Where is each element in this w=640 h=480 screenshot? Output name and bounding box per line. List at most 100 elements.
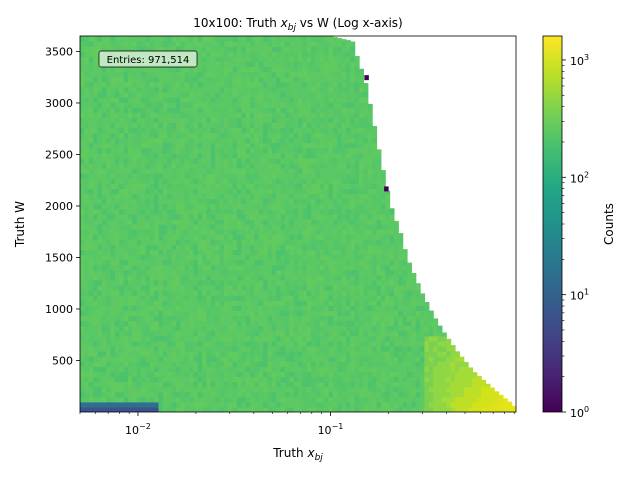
heatmap-cell — [289, 102, 295, 108]
heatmap-cell — [158, 351, 164, 357]
heatmap-cell — [354, 168, 360, 174]
heatmap-cell — [93, 81, 99, 88]
heatmap-cell — [206, 310, 212, 317]
heatmap-cell — [332, 208, 338, 215]
heatmap-cell — [84, 361, 90, 367]
heatmap-cell — [315, 76, 321, 83]
heatmap-cell — [132, 356, 138, 362]
heatmap-cell — [337, 147, 343, 154]
heatmap-cell — [254, 188, 260, 195]
heatmap-cell — [197, 102, 203, 108]
heatmap-cell — [236, 391, 242, 398]
heatmap-cell — [162, 102, 168, 108]
heatmap-cell — [119, 66, 125, 73]
heatmap-cell — [202, 269, 208, 276]
heatmap-cell — [223, 142, 229, 149]
heatmap-cell — [193, 264, 199, 271]
heatmap-cell — [119, 46, 125, 52]
heatmap-cell — [136, 163, 142, 169]
heatmap-cell — [232, 366, 238, 372]
heatmap-cell — [367, 371, 373, 378]
heatmap-cell — [127, 163, 133, 169]
heatmap-cell — [276, 51, 282, 57]
heatmap-cell — [80, 356, 85, 362]
heatmap-cell — [341, 188, 347, 195]
heatmap-cell — [284, 208, 290, 215]
heatmap-cell — [193, 203, 199, 210]
heatmap-cell — [341, 310, 347, 317]
heatmap-cell — [189, 366, 194, 372]
heatmap-cell — [197, 345, 203, 352]
heatmap-cell — [263, 244, 269, 250]
heatmap-cell — [354, 102, 360, 108]
heatmap-cell — [354, 229, 360, 235]
heatmap-cell — [206, 290, 212, 296]
heatmap-cell — [232, 71, 238, 78]
heatmap-cell — [298, 132, 303, 139]
heatmap-cell — [197, 279, 203, 286]
heatmap-cell — [250, 229, 255, 235]
heatmap-cell — [245, 198, 251, 205]
heatmap-cell — [302, 66, 308, 73]
heatmap-cell — [319, 61, 325, 68]
heatmap-cell — [359, 345, 364, 352]
heatmap-cell — [101, 102, 107, 108]
heatmap-cell — [93, 76, 99, 83]
heatmap-cell — [145, 361, 151, 367]
heatmap-cell — [289, 157, 295, 164]
heatmap-cell — [141, 396, 146, 403]
heatmap-cell — [136, 381, 142, 388]
heatmap-cell — [241, 351, 247, 357]
heatmap-cell — [250, 168, 255, 174]
heatmap-cell — [363, 376, 369, 383]
heatmap-cell — [276, 163, 282, 169]
heatmap-cell — [141, 193, 146, 200]
heatmap-cell — [84, 203, 90, 210]
heatmap-cell — [354, 96, 360, 103]
heatmap-cell — [110, 279, 116, 286]
heatmap-cell — [267, 147, 273, 154]
heatmap-cell — [258, 396, 264, 403]
heatmap-cell — [367, 345, 373, 352]
heatmap-cell — [284, 213, 290, 220]
heatmap-cell — [298, 335, 303, 342]
heatmap-cell — [154, 76, 160, 83]
heatmap-cell — [311, 203, 317, 210]
heatmap-cell — [206, 300, 212, 306]
heatmap-cell — [241, 51, 247, 57]
heatmap-cell — [206, 208, 212, 215]
heatmap-cell — [110, 264, 116, 271]
heatmap-cell — [324, 290, 330, 296]
heatmap-cell — [97, 102, 103, 108]
heatmap-cell — [180, 127, 186, 134]
heatmap-cell — [180, 315, 186, 322]
heatmap-cell — [80, 41, 85, 47]
heatmap-cell — [158, 188, 164, 195]
heatmap-cell — [332, 71, 338, 78]
heatmap-cell — [219, 127, 225, 134]
heatmap-cell — [302, 310, 308, 317]
heatmap-cell — [332, 406, 338, 412]
heatmap-cell — [263, 81, 269, 88]
heatmap-cell — [284, 295, 290, 301]
heatmap-cell — [84, 284, 90, 291]
heatmap-cell — [350, 168, 356, 174]
heatmap-cell — [88, 234, 94, 240]
heatmap-cell — [372, 351, 378, 357]
heatmap-cell — [80, 366, 85, 372]
heatmap-cell — [284, 290, 290, 296]
heatmap-cell — [110, 401, 116, 408]
heatmap-cell — [101, 132, 107, 139]
heatmap-cell — [298, 315, 303, 322]
heatmap-cell — [271, 381, 277, 388]
heatmap-cell — [271, 244, 277, 250]
heatmap-cell — [206, 157, 212, 164]
heatmap-cell — [337, 279, 343, 286]
heatmap-cell — [158, 203, 164, 210]
heatmap-cell — [241, 274, 247, 281]
heatmap-cell — [315, 356, 321, 362]
heatmap-cell — [93, 198, 99, 205]
heatmap-cell — [206, 168, 212, 174]
heatmap-cell — [215, 371, 221, 378]
heatmap-cell — [136, 284, 142, 291]
